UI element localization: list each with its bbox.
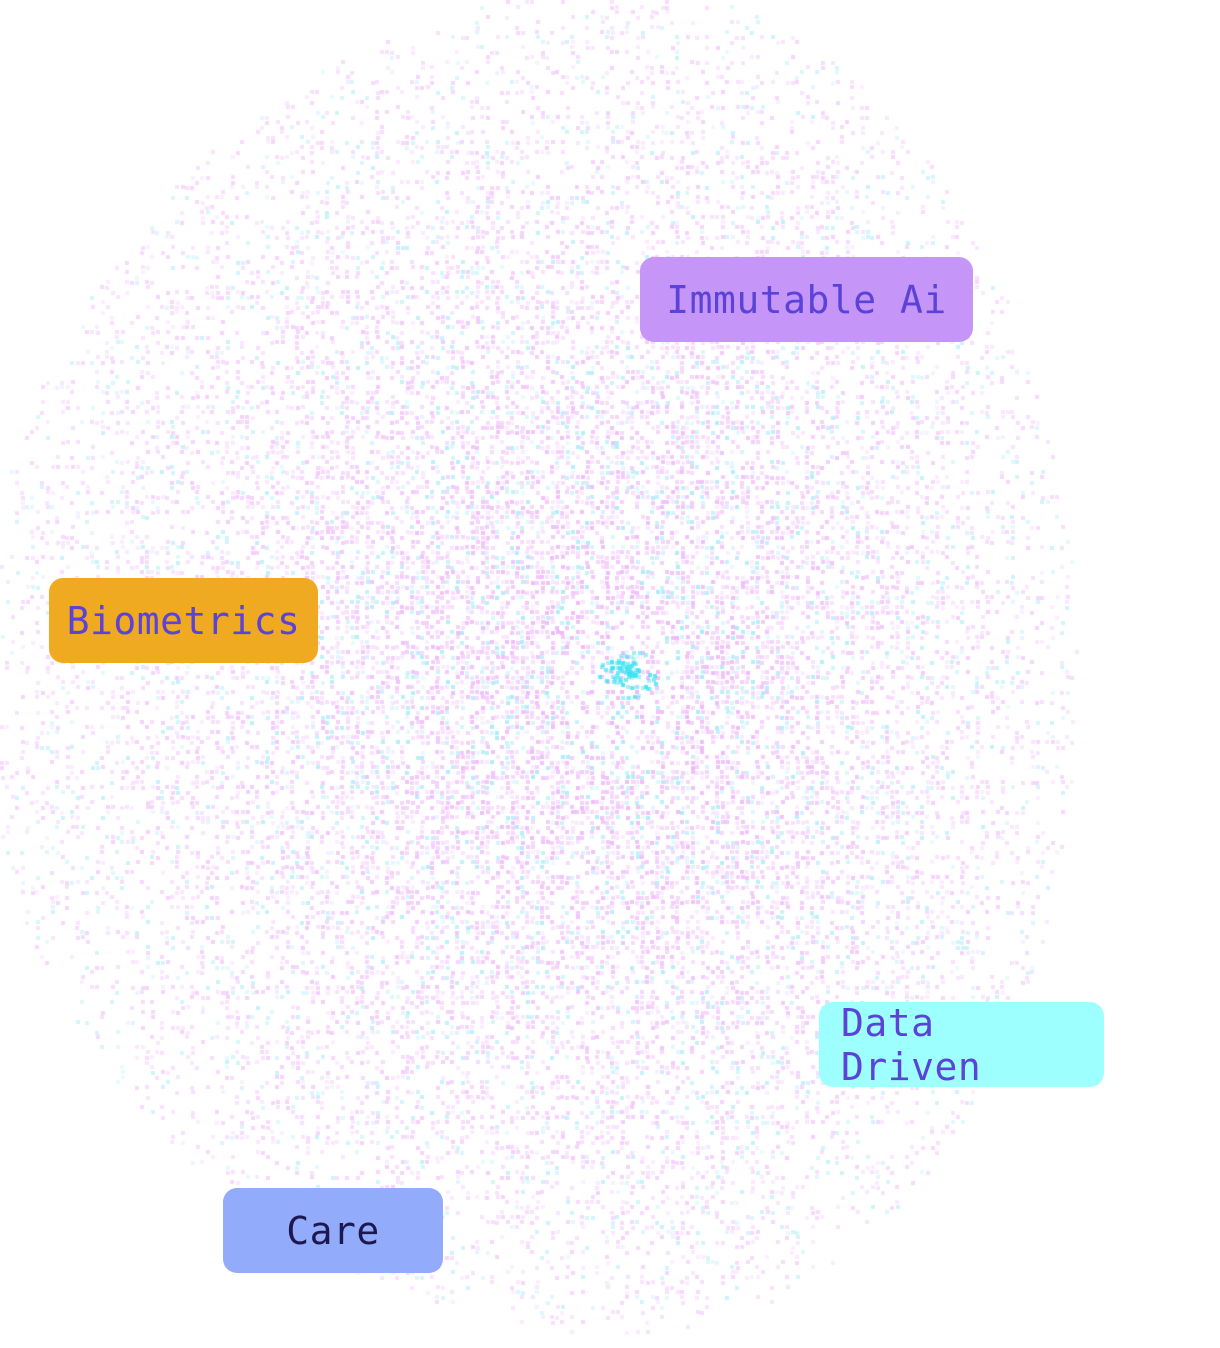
tag-care: Care bbox=[223, 1188, 443, 1273]
tag-immutable-ai-label: Immutable Ai bbox=[666, 277, 947, 322]
tag-data-driven-label: Data Driven bbox=[841, 1000, 982, 1089]
tag-immutable-ai: Immutable Ai bbox=[640, 257, 973, 342]
tag-biometrics: Biometrics bbox=[49, 578, 318, 663]
tag-data-driven: Data Driven bbox=[819, 1000, 1104, 1089]
tag-care-label: Care bbox=[286, 1208, 380, 1253]
tag-biometrics-label: Biometrics bbox=[66, 598, 301, 643]
